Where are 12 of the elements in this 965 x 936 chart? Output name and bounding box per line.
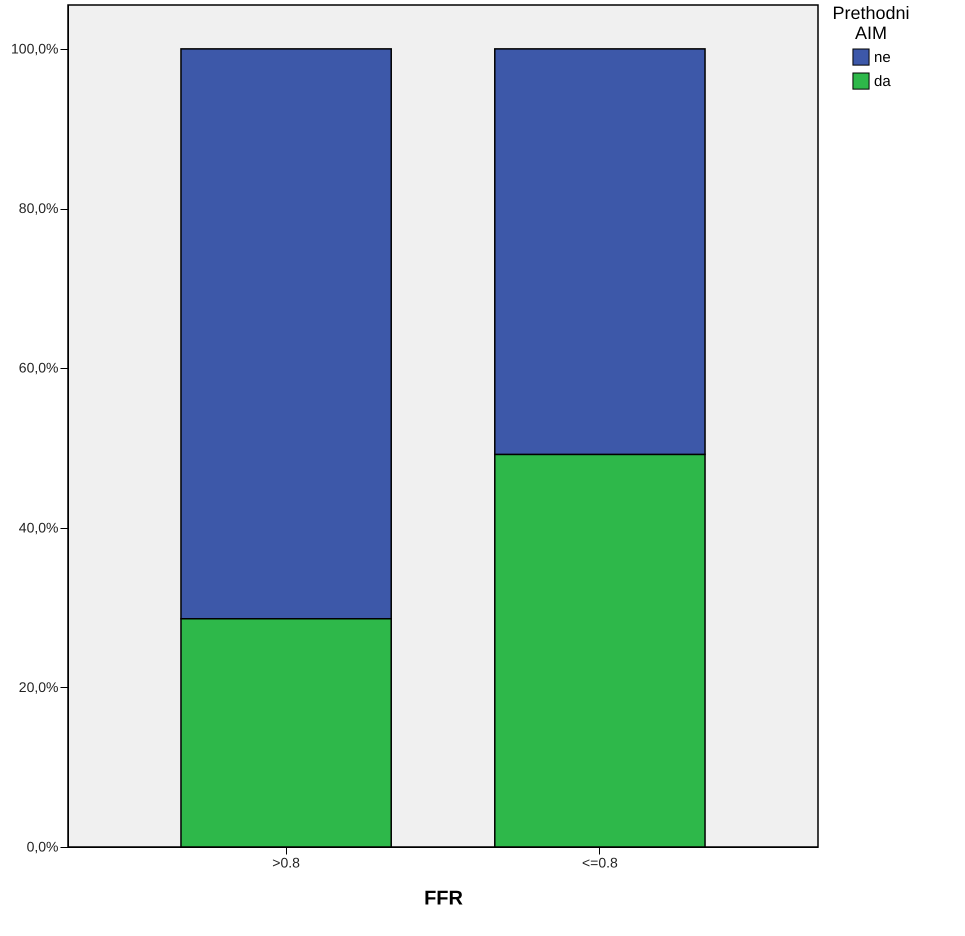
legend-label: ne	[874, 49, 891, 66]
y-tick-label: 80,0%	[18, 200, 58, 216]
x-axis-title: FFR	[424, 888, 464, 910]
y-tick-label: 60,0%	[18, 360, 58, 376]
y-tick-label: 40,0%	[18, 519, 58, 536]
y-tick-label: 20,0%	[18, 678, 58, 695]
y-tick-label: 100,0%	[11, 40, 58, 56]
y-tick-label: 0,0%	[26, 838, 58, 854]
legend-title: Prethodni AIM	[832, 3, 910, 43]
x-tick-label: >0.8	[272, 854, 300, 870]
x-tick-label: <=0.8	[582, 854, 618, 870]
legend-label: da	[874, 73, 892, 90]
